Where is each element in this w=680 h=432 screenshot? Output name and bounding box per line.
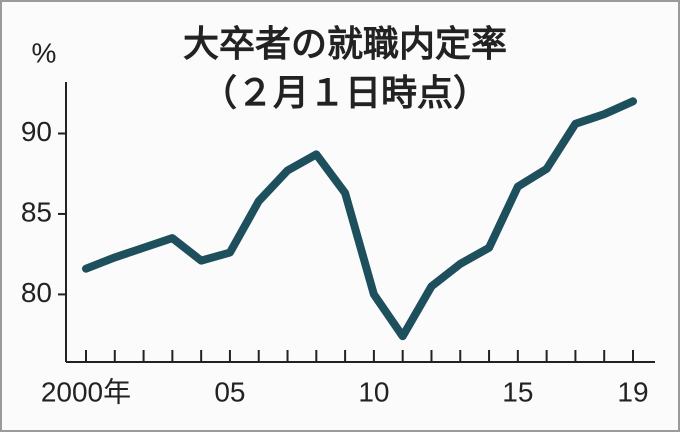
chart-subtitle: （２月１日時点） (201, 73, 489, 114)
x-tick-label: 2000年 (41, 376, 131, 407)
x-tick-label: 15 (502, 376, 533, 407)
chart-title: 大卒者の就職内定率 (183, 24, 507, 65)
x-tick-label: 05 (214, 376, 245, 407)
y-axis-unit: % (32, 37, 57, 68)
y-tick-label: 80 (21, 277, 52, 308)
series-line (82, 97, 637, 341)
y-tick-label: 85 (21, 196, 52, 227)
y-tick-label: 90 (21, 116, 52, 147)
x-tick-label: 10 (358, 376, 389, 407)
x-tick-label: 19 (617, 376, 648, 407)
